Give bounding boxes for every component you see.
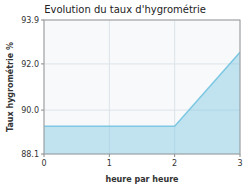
plot-frame xyxy=(44,20,240,154)
area xyxy=(44,52,240,154)
x-axis-label: heure par heure xyxy=(105,175,179,184)
tick-label: 90.0 xyxy=(21,106,39,115)
y-axis-label: Taux hygrométrie % xyxy=(5,42,15,132)
series xyxy=(44,52,240,154)
grid xyxy=(44,20,240,154)
axes: 88.1 90.0 92.0 93.9 0 1 2 3 xyxy=(21,16,242,168)
tick-label: 1 xyxy=(107,159,112,168)
tick-label: 0 xyxy=(41,159,46,168)
tick-label: 3 xyxy=(237,159,242,168)
grid-line xyxy=(44,63,240,64)
plot-background xyxy=(44,20,240,154)
chart: 88.1 90.0 92.0 93.9 0 1 2 3 Evolution du taux d'… xyxy=(0,0,250,188)
tick-label: 92.0 xyxy=(21,60,39,69)
line xyxy=(44,52,240,126)
tick-label: 2 xyxy=(172,159,177,168)
tick-label: 88.1 xyxy=(21,150,39,159)
title: Evolution du taux d'hygrométrie xyxy=(44,4,206,15)
tick-label: 93.9 xyxy=(21,16,39,25)
